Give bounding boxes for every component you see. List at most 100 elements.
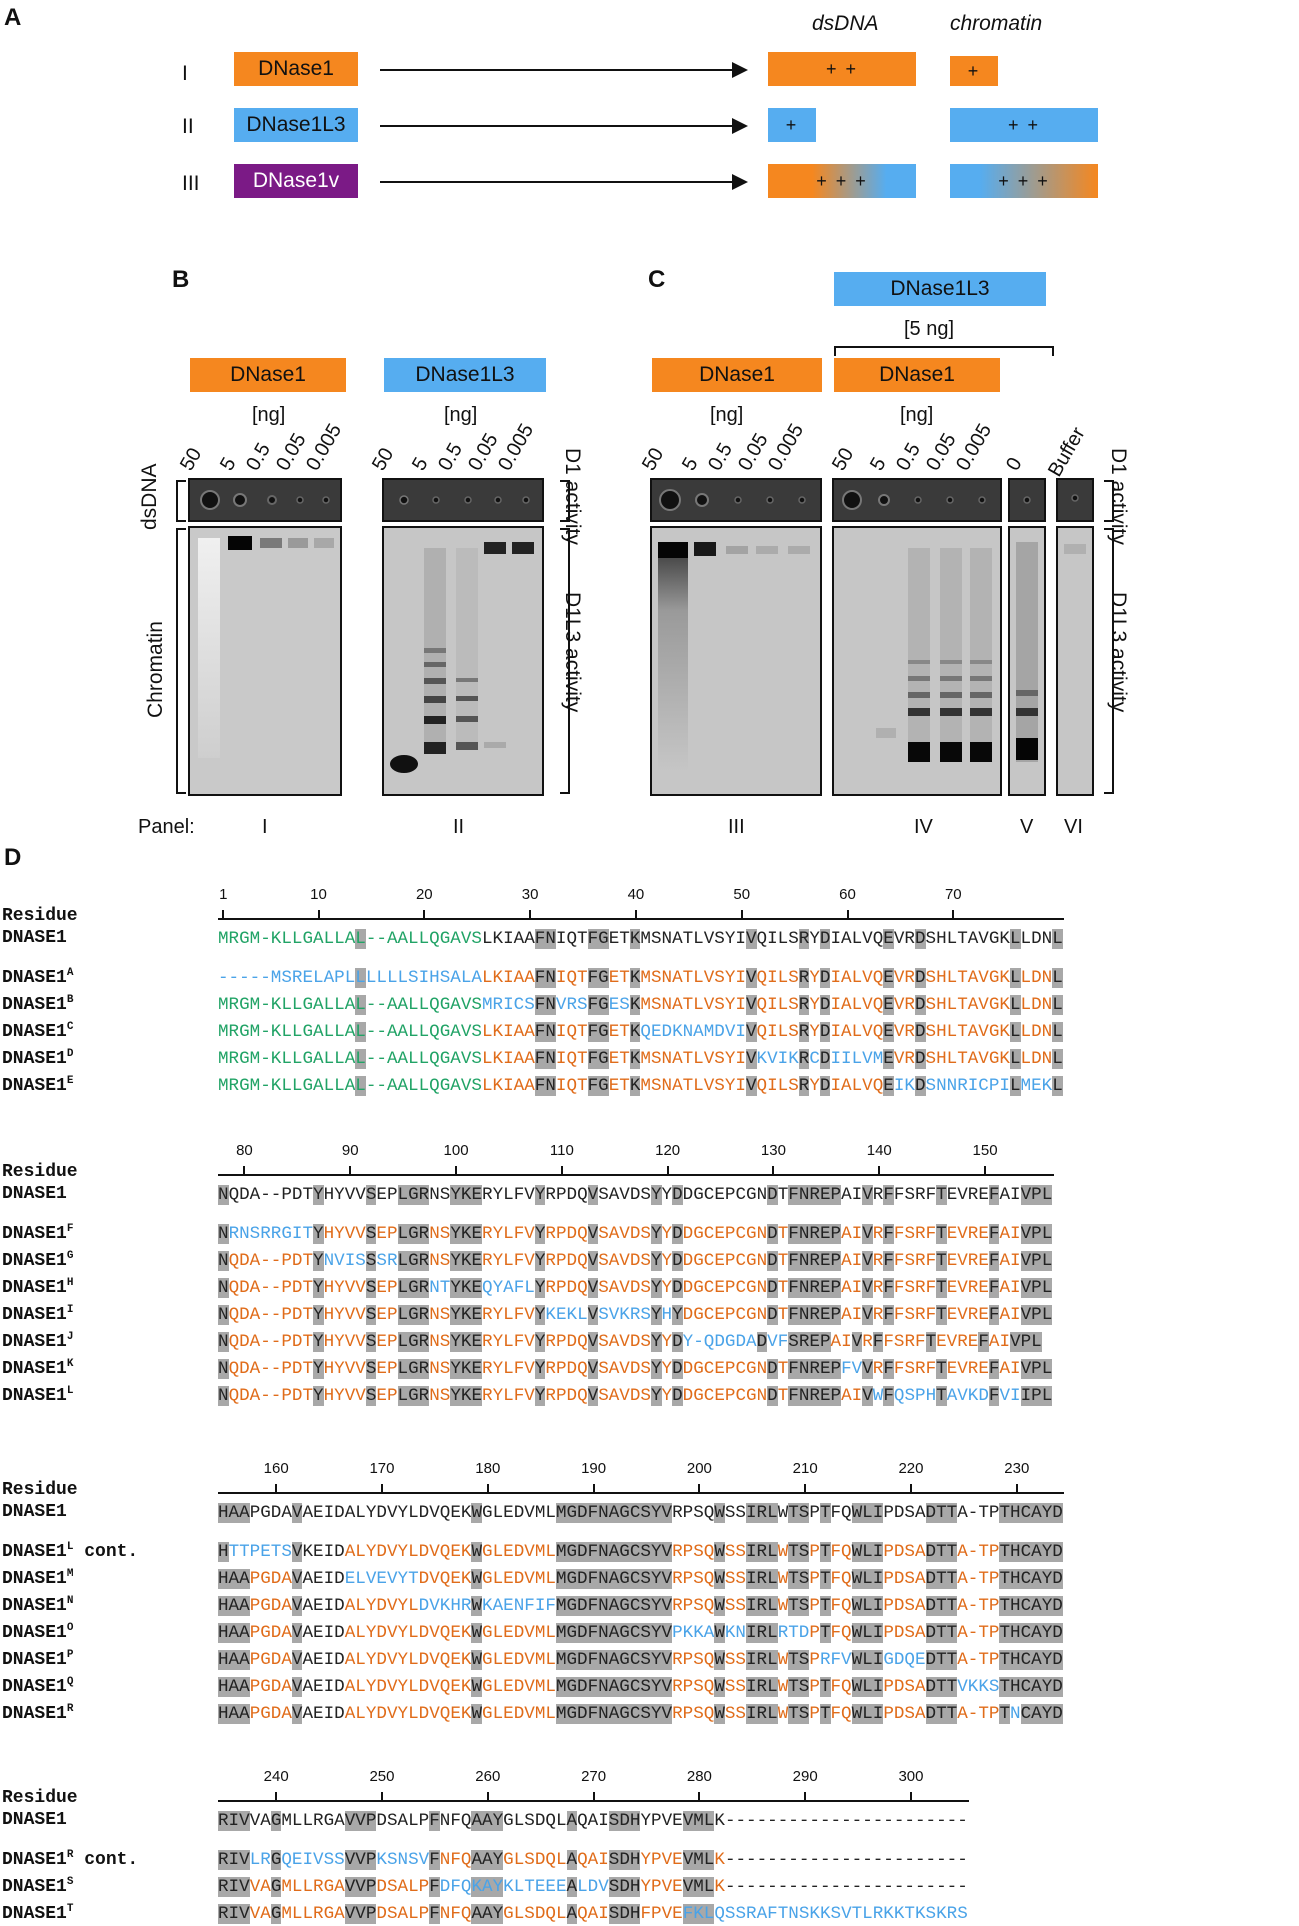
arrow-2	[380, 125, 732, 127]
reference-sequence-name: DNASE1	[2, 1502, 67, 1522]
reference-sequence-name: DNASE1	[2, 1184, 67, 1204]
reference-sequence: NQDA--PDTYHYVVSEPLGRNSYKERYLFVYRPDQVSAVD…	[218, 1185, 1053, 1205]
ruler-number: 280	[686, 1768, 712, 1785]
residue-label: Residue	[2, 1480, 78, 1500]
variant-sequence: NQDA--PDTYNVISSSRLGRNSYKERYLFVYRPDQVSAVD…	[218, 1251, 1053, 1271]
enzyme-dnase1l3-box: DNase1L3	[234, 108, 358, 142]
arrow-3	[380, 181, 732, 183]
panel-iv-label: IV	[914, 816, 933, 838]
ruler-tick	[772, 1166, 775, 1174]
ruler-tick	[1015, 1484, 1018, 1492]
variant-sequence-name: DNASE1H	[2, 1277, 74, 1298]
ruler-tick	[878, 1166, 881, 1174]
ruler-number: 140	[866, 1142, 892, 1159]
header-dsdna: dsDNA	[812, 12, 879, 35]
result-dsdna-1: + +	[768, 52, 916, 86]
ruler-number: 160	[263, 1460, 289, 1477]
chromatin-gel-b2	[382, 526, 544, 796]
panel-b-unit-2: [ng]	[444, 404, 478, 426]
conc-c1-005: 0.05	[734, 429, 773, 475]
conc-c2-05: 0.5	[892, 439, 926, 475]
variant-sequence-name: DNASE1D	[2, 1048, 74, 1069]
variant-sequence: NQDA--PDTYHYVVSEPLGRNSYKERYLFVYRPDQVSAVD…	[218, 1359, 1053, 1379]
result-chromatin-3: + + +	[950, 164, 1098, 198]
variant-sequence: HAAPGDAVAEIDALYDVYLDVQEKWGLEDVMLMGDFNAGC…	[218, 1650, 1063, 1670]
panel-c-unit-2: [ng]	[900, 404, 934, 426]
panel-letter-a: A	[4, 4, 22, 31]
ruler-tick	[909, 1792, 912, 1800]
reference-sequence: MRGM-KLLGALLAL--AALLQGAVSLKIAAFNIQTFGETK…	[218, 929, 1063, 949]
variant-sequence: NQDA--PDTYHYVVSEPLGRNSYKERYLFVYKEKLVSVKR…	[218, 1305, 1053, 1325]
variant-sequence: HAAPGDAVAEIDALYDVYLDVQEKWGLEDVMLMGDFNAGC…	[218, 1677, 1063, 1697]
conc-c2-0005: 0.005	[952, 420, 997, 475]
ruler-tick	[317, 910, 320, 918]
ruler-tick	[455, 1166, 458, 1174]
ruler-number: 70	[944, 886, 962, 903]
conc-b2-0005: 0.005	[494, 420, 539, 475]
ruler-number: 100	[443, 1142, 469, 1159]
ruler-number: 240	[263, 1768, 289, 1785]
dsdna-strip-c2	[832, 478, 1002, 522]
arrow-head-1	[732, 62, 748, 78]
variant-sequence: MRGM-KLLGALLAL--AALLQGAVSLKIAAFNIQTFGETK…	[218, 1049, 1063, 1069]
ruler-tick	[560, 1166, 563, 1174]
chromatin-gel-c3	[1008, 526, 1046, 796]
ruler-tick	[275, 1792, 278, 1800]
ruler-number: 260	[475, 1768, 501, 1785]
variant-sequence-name: DNASE1F	[2, 1223, 74, 1244]
position-ruler	[218, 1492, 1065, 1494]
chromatin-gel-c4	[1056, 526, 1094, 796]
variant-sequence: NRNSRRGITYHYVVSEPLGRNSYKERYLFVYRPDQVSAVD…	[218, 1224, 1053, 1244]
ruler-number: 150	[972, 1142, 998, 1159]
ruler-tick	[486, 1792, 489, 1800]
panel-v-label: V	[1020, 816, 1034, 838]
conc-c1-5: 5	[678, 453, 703, 475]
variant-sequence: HAAPGDAVAEIDALYDVYLDVKHRWKAENFIFMGDFNAGC…	[218, 1596, 1063, 1616]
variant-sequence-name: DNASE1K	[2, 1358, 74, 1379]
variant-sequence-name: DNASE1Q	[2, 1676, 74, 1697]
ruler-number: 230	[1004, 1460, 1030, 1477]
ruler-number: 190	[581, 1460, 607, 1477]
ruler-number: 30	[521, 886, 539, 903]
chromatin-gel-c1	[650, 526, 822, 796]
bracket-dsdna-b	[176, 480, 186, 522]
variant-sequence-name: DNASE1G	[2, 1250, 74, 1271]
ruler-number: 250	[369, 1768, 395, 1785]
arrow-head-2	[732, 118, 748, 134]
panel-iii-label: III	[728, 816, 745, 838]
conc-c-buffer: Buffer	[1044, 423, 1090, 481]
ruler-number: 40	[627, 886, 645, 903]
bracket-d1l3-b	[560, 528, 570, 794]
reference-sequence-name: DNASE1	[2, 928, 67, 948]
conc-c1-50: 50	[638, 444, 669, 475]
bracket-d1l3-c	[1104, 528, 1114, 794]
ruler-number: 290	[792, 1768, 818, 1785]
variant-sequence-name: DNASE1P	[2, 1649, 74, 1670]
ruler-tick	[349, 1166, 352, 1174]
position-ruler	[218, 1174, 1054, 1176]
panel-ii-label: II	[453, 816, 465, 838]
panel-c-dnase1-box-1: DNase1	[652, 358, 822, 392]
conc-b1-05: 0.5	[242, 439, 276, 475]
header-chromatin: chromatin	[950, 12, 1043, 35]
position-ruler	[218, 918, 1065, 920]
variant-sequence: RIVVAGMLLRGAVVPDSALPFDFQKAYKLTEEEALDVSDH…	[218, 1877, 968, 1897]
conc-c1-0005: 0.005	[764, 420, 809, 475]
bracket-d1-c	[1104, 480, 1114, 522]
panel-i-label: I	[262, 816, 268, 838]
ruler-tick	[423, 910, 426, 918]
arrow-1	[380, 69, 732, 71]
dsdna-label-b: dsDNA	[138, 463, 161, 530]
panel-b-dnase1-box: DNase1	[190, 358, 346, 392]
ruler-number: 80	[236, 1142, 253, 1159]
bracket-chromatin-b	[176, 528, 186, 794]
dsdna-strip-c3	[1008, 478, 1046, 522]
panel-label: Panel:	[138, 816, 195, 838]
ruler-number: 120	[655, 1142, 681, 1159]
row-roman-1: I	[182, 62, 188, 85]
conc-b1-50: 50	[176, 444, 207, 475]
ruler-tick	[486, 1484, 489, 1492]
ruler-tick	[529, 910, 532, 918]
variant-sequence-name: DNASE1O	[2, 1622, 74, 1643]
ruler-tick	[666, 1166, 669, 1174]
